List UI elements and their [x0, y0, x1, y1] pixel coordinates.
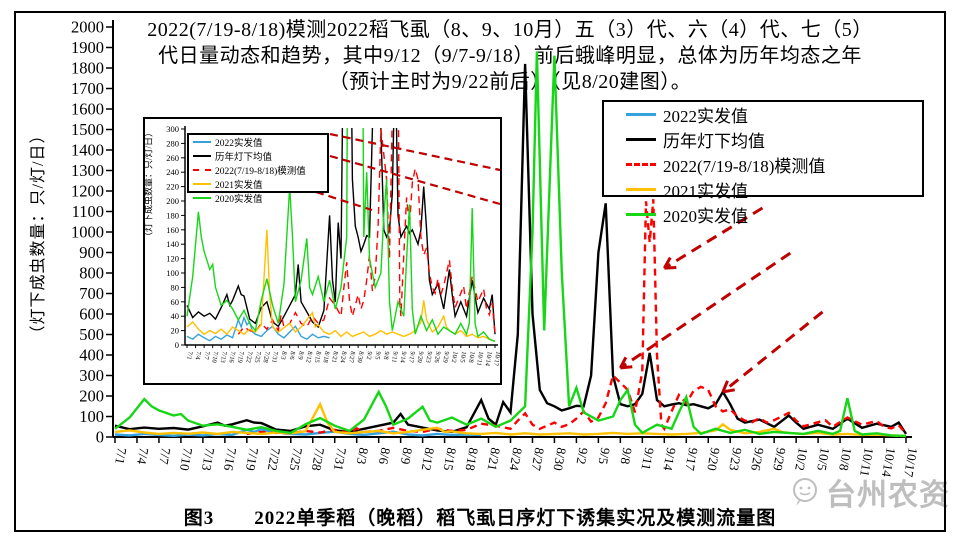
chat-bubble-icon	[793, 478, 817, 506]
legend-label: 2022实发值	[215, 139, 263, 149]
watermark: 台州农资	[788, 470, 950, 514]
legend-item: 历年灯下均值	[626, 127, 922, 152]
legend-label: 历年灯下均值	[663, 132, 765, 151]
legend-label: 2022(7/19-8/18)模测值	[215, 167, 306, 177]
series-line-swatch	[626, 163, 656, 166]
legend-item: 历年灯下均值	[193, 149, 327, 163]
series-line-swatch	[193, 141, 211, 143]
series-line-swatch	[193, 155, 211, 157]
legend-label: 2020实发值	[663, 207, 748, 226]
series-line-swatch	[626, 213, 656, 216]
series-line-swatch	[626, 188, 656, 191]
legend-item: 2020实发值	[626, 202, 922, 227]
figure-border	[14, 11, 946, 532]
inset-legend: 2022实发值 历年灯下均值 2022(7/19-8/18)模测值 2021实发…	[187, 133, 329, 205]
figure-caption: 图3 2022单季稻（晚稻）稻飞虱日序灯下诱集实况及模测流量图	[183, 508, 777, 529]
legend-label: 2022(7/19-8/18)模测值	[663, 157, 826, 176]
legend-item: 2022(7/19-8/18)模测值	[626, 152, 922, 177]
legend-item: 2021实发值	[626, 177, 922, 202]
series-line-swatch	[626, 113, 656, 116]
main-legend: 2022实发值 历年灯下均值 2022(7/19-8/18)模测值 2021实发…	[602, 100, 924, 226]
legend-item: 2022(7/19-8/18)模测值	[193, 163, 327, 177]
legend-label: 2020实发值	[215, 195, 263, 205]
legend-label: 历年灯下均值	[215, 153, 273, 163]
series-line-swatch	[626, 138, 656, 141]
legend-label: 2021实发值	[663, 182, 748, 201]
series-line-swatch	[193, 197, 211, 199]
legend-label: 2021实发值	[215, 181, 263, 191]
chart-title-line1: 2022(7/19-8/18)模测2022稻飞虱（8、9、10月）五（3）代、六…	[147, 19, 873, 41]
series-line-swatch	[193, 183, 211, 185]
legend-item: 2021实发值	[193, 177, 327, 191]
legend-item: 2022实发值	[193, 135, 327, 149]
series-line-swatch	[193, 169, 211, 171]
legend-item: 2022实发值	[626, 102, 922, 127]
legend-item: 2020实发值	[193, 191, 327, 205]
legend-label: 2022实发值	[663, 107, 748, 126]
watermark-text: 台州农资	[826, 479, 950, 512]
